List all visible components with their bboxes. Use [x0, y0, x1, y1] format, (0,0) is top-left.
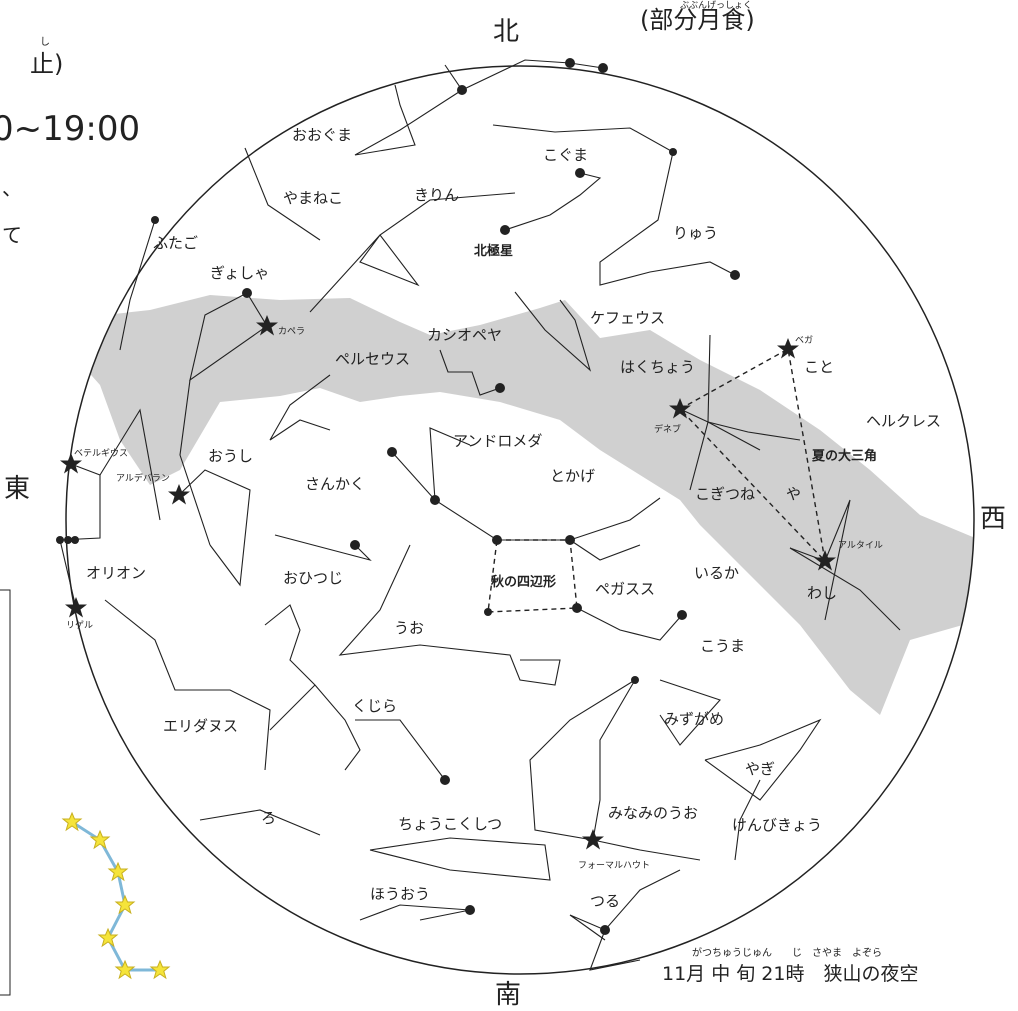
constellation-label: オリオン [86, 564, 146, 582]
direction-label: 東 [4, 474, 30, 504]
header-text: て [2, 223, 22, 247]
direction-label: 北 [493, 17, 519, 47]
constellation-label: エリダヌス [163, 717, 238, 735]
star-label: デネブ [654, 423, 681, 435]
constellation-label: おひつじ [283, 569, 343, 587]
constellation-label: ヘルクレス [866, 412, 941, 430]
constellation-label: や [786, 485, 801, 503]
constellation-label: ちょうこくしつ [398, 815, 502, 833]
star-label: ベテルギウス [74, 448, 128, 459]
star-label: ベガ [795, 335, 813, 346]
constellation-label: つる [590, 892, 620, 910]
constellation-label: はくちょう [620, 358, 695, 376]
constellation-label: ペガスス [595, 580, 655, 598]
header-text: 、 [2, 176, 22, 200]
constellation-label: さんかく [305, 475, 365, 493]
header-title: (部分月食) [640, 6, 755, 34]
constellation-label: いるか [694, 564, 739, 582]
constellation-label: ほうおう [370, 885, 430, 903]
constellation-label: みずがめ [664, 710, 724, 728]
constellation-label: こぎつね [695, 485, 755, 503]
caption: 11月 中 旬 21時 狭山の夜空 [662, 963, 918, 985]
star-label: フォーマルハウト [578, 860, 650, 871]
constellation-label: ペルセウス [335, 350, 410, 368]
constellation-label: こと [804, 358, 834, 376]
constellation-label: やまねこ [283, 189, 343, 207]
asterism-label: 北極星 [474, 243, 513, 259]
direction-label: 西 [980, 504, 1006, 534]
constellation-label: うお [394, 619, 424, 637]
constellation-label: けんびきょう [732, 816, 822, 834]
header-ruby: し [40, 36, 50, 48]
constellation-label: りゅう [673, 224, 718, 242]
direction-label: 南 [495, 980, 521, 1010]
constellation-label: ぎょしゃ [210, 264, 269, 282]
constellation-label: おおぐま [292, 126, 352, 144]
constellation-label: カシオペヤ [427, 326, 502, 344]
constellation-label: やぎ [745, 760, 775, 778]
constellation-label: ふたご [153, 234, 198, 252]
asterism-label: 夏の大三角 [811, 448, 877, 464]
constellation-label: みなみのうお [608, 804, 698, 822]
asterism-label: 秋の四辺形 [491, 574, 556, 590]
constellation-label: きりん [414, 186, 459, 204]
side-box [0, 590, 10, 995]
constellation-label: ろ [261, 809, 276, 827]
decoration-stars [63, 813, 169, 978]
constellation-label: おうし [208, 447, 253, 465]
constellation-label: くじら [352, 697, 397, 715]
header-text: 止) [30, 50, 63, 78]
star-label: リゲル [66, 619, 93, 631]
header-time: 0~19:00 [0, 109, 140, 149]
caption-ruby: がつちゅうじゅん じ さやま よぞら [692, 946, 882, 959]
constellation-label: アンドロメダ [453, 432, 542, 450]
constellation-label: とかげ [550, 467, 595, 485]
constellation-label: こぐま [543, 146, 588, 164]
star-label: アルデバラン [116, 472, 170, 484]
star-label: アルタイル [838, 540, 883, 551]
constellation-label: ケフェウス [590, 309, 665, 327]
milky-way [60, 295, 980, 715]
constellation-label: こうま [700, 637, 745, 655]
constellation-label: わし [807, 584, 837, 602]
star-label: カペラ [278, 326, 305, 337]
